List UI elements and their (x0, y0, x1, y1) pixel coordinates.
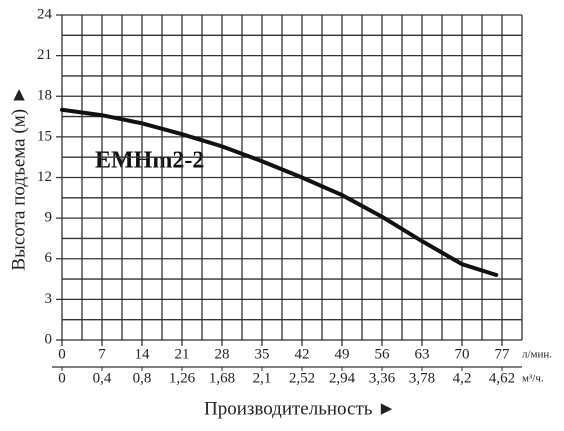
y-tick-label: 21 (37, 47, 52, 63)
x-tick-label: 35 (255, 346, 270, 362)
y-tick-label: 18 (37, 88, 52, 104)
x-tick-label: 77 (495, 346, 511, 362)
x2-tick-label: 2,1 (253, 370, 272, 386)
x2-tick-label: 4,2 (453, 370, 472, 386)
x2-tick-label: 2,94 (329, 370, 356, 386)
x2-tick-label: 3,36 (369, 370, 396, 386)
y-tick-label: 15 (37, 128, 52, 144)
x2-tick-label: 3,78 (409, 370, 435, 386)
curve (60, 107, 499, 277)
x2-tick-label: 1,68 (209, 370, 235, 386)
x-tick-label: 28 (215, 346, 230, 362)
y-tick-label: 6 (45, 250, 53, 266)
x2-tick-label: 0,8 (133, 370, 152, 386)
x-tick-label: 7 (98, 346, 106, 362)
x-tick-label: 70 (455, 346, 470, 362)
x-tick-label: 14 (135, 346, 151, 362)
y-tick-label: 9 (45, 210, 53, 226)
x-tick-label: 63 (415, 346, 430, 362)
y-tick-label: 3 (45, 291, 53, 307)
x-tick-label: 49 (335, 346, 350, 362)
x2-tick-label: 0,4 (93, 370, 112, 386)
x-tick-label: 21 (175, 346, 190, 362)
x2-unit: м³/ч. (522, 373, 544, 385)
y-axis-label: Высота подъема (м) ► (8, 85, 29, 270)
annotation: EMHm2-2 (95, 148, 204, 174)
y-tick-label: 12 (37, 169, 52, 185)
x2-tick-label: 1,26 (169, 370, 196, 386)
x2-tick-label: 0 (58, 370, 66, 386)
y-tick-label: 24 (37, 6, 53, 22)
x-tick-label: 56 (375, 346, 391, 362)
y-tick-label: 0 (45, 331, 53, 347)
x2-tick-label: 2,52 (289, 370, 315, 386)
x-unit: л/мин. (522, 349, 552, 361)
x2-tick-label: 4,62 (489, 370, 515, 386)
x-tick-label: 0 (58, 346, 66, 362)
x-tick-label: 42 (295, 346, 310, 362)
x-axis-label: Производительность ► (204, 398, 396, 419)
